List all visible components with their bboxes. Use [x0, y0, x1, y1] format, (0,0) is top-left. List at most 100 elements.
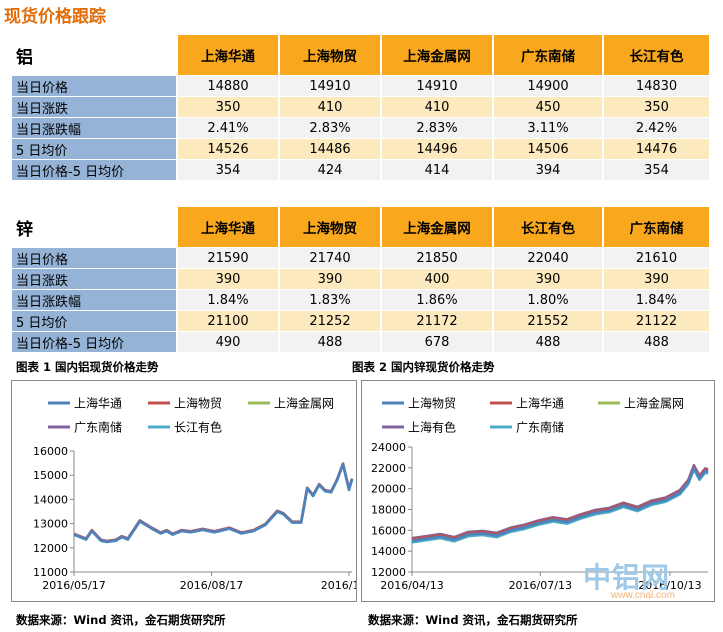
aluminum-col-header: 长江有色 — [604, 35, 711, 76]
x-tick-label: 2016/10/13 — [638, 579, 701, 592]
aluminum-cell-value: 350 — [604, 97, 711, 118]
aluminum-cell-value: 14830 — [604, 76, 711, 97]
zinc-cell-value: 21100 — [178, 311, 280, 332]
zinc-row-label: 当日涨跌 — [12, 269, 178, 290]
watermark-logo-text: 中铝网 — [583, 561, 671, 594]
zinc-cell-value: 21740 — [280, 248, 382, 269]
aluminum-table-row: 当日价格-5 日均价 354 424 414 394 354 — [12, 160, 711, 181]
legend-label: 上海金属网 — [624, 396, 684, 411]
aluminum-cell-value: 414 — [382, 160, 494, 181]
watermark: 中铝网 www.cnal.com — [583, 556, 703, 601]
aluminum-cell-value: 2.42% — [604, 118, 711, 139]
zinc-col-header: 上海华通 — [178, 207, 280, 248]
x-tick-label: 2016/07/13 — [509, 579, 572, 592]
aluminum-row-label: 当日涨跌 — [12, 97, 178, 118]
zinc-cell-value: 488 — [280, 332, 382, 353]
figure1-caption: 图表 1 国内铝现货价格走势 — [16, 360, 159, 374]
zinc-row-label: 当日涨跌幅 — [12, 290, 178, 311]
aluminum-cell-value: 424 — [280, 160, 382, 181]
y-tick-label: 13000 — [33, 518, 68, 531]
y-tick-label: 14000 — [371, 545, 406, 558]
zinc-col-header: 广东南储 — [604, 207, 711, 248]
legend-label: 上海华通 — [516, 396, 564, 411]
watermark-url: www.cnal.com — [611, 590, 675, 601]
y-tick-label: 20000 — [371, 483, 406, 496]
y-tick-label: 15000 — [33, 469, 68, 482]
zinc-table-row: 当日价格 21590 21740 21850 22040 21610 — [12, 248, 711, 269]
x-tick-label: 2016/08/17 — [180, 579, 243, 592]
zinc-cell-value: 488 — [494, 332, 604, 353]
y-tick-label: 22000 — [371, 462, 406, 475]
zinc-cell-value: 678 — [382, 332, 494, 353]
x-tick-label: 2016/04/13 — [380, 579, 443, 592]
aluminum-table-row: 当日涨跌幅 2.41% 2.83% 2.83% 3.11% 2.42% — [12, 118, 711, 139]
zinc-cell-value: 390 — [178, 269, 280, 290]
zinc-table-metal: 锌 — [12, 207, 178, 248]
zinc-cell-value: 1.86% — [382, 290, 494, 311]
aluminum-cell-value: 354 — [178, 160, 280, 181]
zinc-price-table: 锌 上海华通 上海物贸 上海金属网 长江有色 广东南储 当日价格 21590 217… — [12, 207, 711, 353]
aluminum-cell-value: 410 — [382, 97, 494, 118]
aluminum-table-row: 当日价格 14880 14910 14910 14900 14830 — [12, 76, 711, 97]
aluminum-price-table: 铝 上海华通 上海物贸 上海金属网 广东南储 长江有色 当日价格 14880 149… — [12, 35, 711, 181]
zinc-cell-value: 21610 — [604, 248, 711, 269]
legend-label: 长江有色 — [174, 421, 222, 435]
zinc-col-header: 上海金属网 — [382, 207, 494, 248]
aluminum-col-header: 上海华通 — [178, 35, 280, 76]
y-tick-label: 11000 — [33, 566, 68, 579]
aluminum-chart: 上海华通 上海物贸 上海金属网 广东南储 长江有色 11000 12000 13000 1400… — [11, 380, 357, 602]
zinc-cell-value: 21850 — [382, 248, 494, 269]
y-tick-label: 12000 — [33, 542, 68, 555]
zinc-cell-value: 490 — [178, 332, 280, 353]
zinc-table-row: 当日涨跌 390 390 400 390 390 — [12, 269, 711, 290]
y-tick-label: 12000 — [371, 566, 406, 579]
legend-label: 广东南储 — [516, 420, 564, 435]
series-line — [73, 462, 354, 543]
y-tick-label: 16000 — [371, 524, 406, 537]
aluminum-col-header: 广东南储 — [494, 35, 604, 76]
zinc-cell-value: 21122 — [604, 311, 711, 332]
zinc-cell-value: 390 — [280, 269, 382, 290]
zinc-cell-value: 390 — [604, 269, 711, 290]
aluminum-col-header: 上海金属网 — [382, 35, 494, 76]
series-line — [411, 468, 709, 544]
aluminum-row-label: 当日价格-5 日均价 — [12, 160, 178, 181]
aluminum-cell-value: 2.83% — [280, 118, 382, 139]
aluminum-cell-value: 354 — [604, 160, 711, 181]
aluminum-cell-value: 2.41% — [178, 118, 280, 139]
source-note-right: 数据来源：Wind 资讯，金石期货研究所 — [368, 613, 578, 627]
legend-label: 上海金属网 — [274, 396, 334, 411]
y-tick-label: 16000 — [33, 445, 68, 458]
y-tick-label: 14000 — [33, 493, 68, 506]
zinc-table-row: 5 日均价 21100 21252 21172 21552 21122 — [12, 311, 711, 332]
legend-label: 广东南储 — [74, 420, 122, 435]
page-title: 现货价格跟踪 — [4, 7, 106, 27]
aluminum-row-label: 当日涨跌幅 — [12, 118, 178, 139]
zinc-row-label: 当日价格-5 日均价 — [12, 332, 178, 353]
zinc-table-row: 当日价格-5 日均价 490 488 678 488 488 — [12, 332, 711, 353]
aluminum-table-metal: 铝 — [12, 35, 178, 76]
zinc-cell-value: 22040 — [494, 248, 604, 269]
zinc-row-label: 当日价格 — [12, 248, 178, 269]
zinc-chart: 上海物贸 上海华通 上海金属网上海有色 广东南储 12000 14000 16000 1800… — [361, 380, 715, 602]
x-tick-label: 2016/05/17 — [42, 579, 105, 592]
zinc-cell-value: 1.84% — [178, 290, 280, 311]
aluminum-col-header: 上海物贸 — [280, 35, 382, 76]
series-line — [73, 462, 354, 543]
aluminum-cell-value: 14880 — [178, 76, 280, 97]
legend-label: 上海物贸 — [408, 396, 456, 411]
aluminum-cell-value: 3.11% — [494, 118, 604, 139]
zinc-cell-value: 400 — [382, 269, 494, 290]
aluminum-table-row: 当日涨跌 350 410 410 450 350 — [12, 97, 711, 118]
aluminum-cell-value: 14910 — [280, 76, 382, 97]
x-tick-label: 2016/11/1 — [321, 579, 356, 592]
series-line — [73, 463, 354, 544]
aluminum-row-label: 5 日均价 — [12, 139, 178, 160]
aluminum-cell-value: 350 — [178, 97, 280, 118]
zinc-table-row: 当日涨跌幅 1.84% 1.83% 1.86% 1.80% 1.84% — [12, 290, 711, 311]
aluminum-cell-value: 14900 — [494, 76, 604, 97]
legend-label: 上海有色 — [408, 420, 456, 435]
y-tick-label: 18000 — [371, 504, 406, 517]
zinc-cell-value: 21590 — [178, 248, 280, 269]
